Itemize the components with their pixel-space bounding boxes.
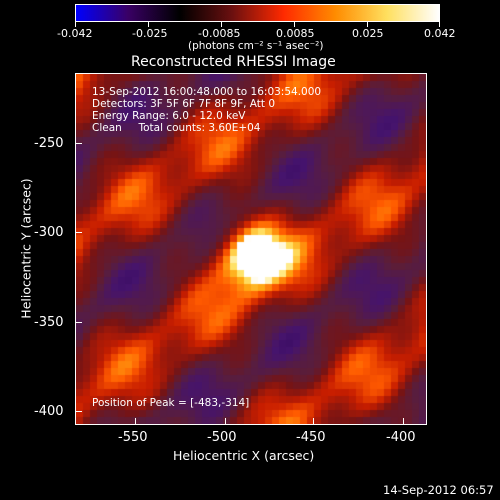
y-tick-label: -300 [34, 225, 64, 240]
image-title: Reconstructed RHESSI Image [131, 54, 336, 70]
colorbar-tick-label: -0.0085 [198, 27, 241, 40]
x-tick-label: -550 [118, 430, 148, 445]
colorbar-tick-label: 0.0085 [276, 27, 315, 40]
y-tick-label: -350 [34, 315, 64, 330]
annotation-clean-counts: Clean Total counts: 3.60E+04 [92, 122, 261, 134]
y-tick-label: -400 [34, 404, 64, 419]
x-axis-label: Heliocentric X (arcsec) [173, 448, 315, 463]
annotation-peak-position: Position of Peak = [-483,-314] [92, 397, 250, 409]
plot-area: 13-Sep-2012 16:00:48.000 to 16:03:54.000… [75, 73, 427, 425]
rhessi-image [76, 74, 426, 424]
colorbar-tick-label: 0.025 [352, 27, 384, 40]
annotation-time-range: 13-Sep-2012 16:00:48.000 to 16:03:54.000 [92, 86, 322, 98]
x-tick-label: -450 [296, 430, 326, 445]
x-tick-label: -400 [386, 430, 416, 445]
y-axis-label: Heliocentric Y (arcsec) [18, 178, 34, 319]
y-tick-label: -250 [34, 136, 64, 151]
x-tick-label: -500 [207, 430, 237, 445]
colorbar-tick-label: -0.025 [132, 27, 168, 40]
colorbar [75, 4, 440, 22]
colorbar-tick-label: -0.042 [57, 27, 93, 40]
footer-timestamp: 14-Sep-2012 06:57 [383, 483, 494, 497]
colorbar-tick-label: 0.042 [424, 27, 456, 40]
colorbar-unit-label: (photons cm⁻² s⁻¹ asec⁻²) [188, 40, 324, 52]
annotation-detectors: Detectors: 3F 5F 6F 7F 8F 9F, Att 0 [92, 98, 276, 110]
annotation-energy-range: Energy Range: 6.0 - 12.0 keV [92, 110, 246, 122]
